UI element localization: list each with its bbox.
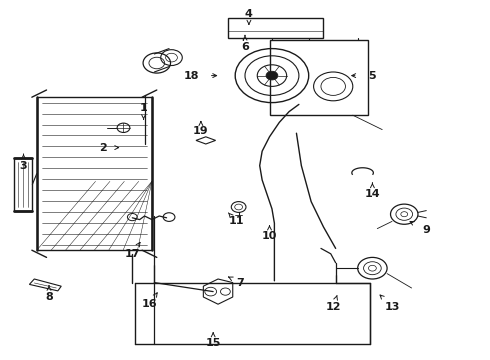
Text: 3: 3 — [20, 161, 27, 171]
Text: 2: 2 — [99, 143, 107, 153]
Text: 17: 17 — [124, 249, 140, 259]
Text: 13: 13 — [384, 302, 400, 312]
Text: 12: 12 — [325, 302, 341, 312]
Text: 15: 15 — [205, 338, 221, 348]
Text: 16: 16 — [142, 299, 157, 309]
Text: 10: 10 — [262, 231, 277, 241]
Text: 6: 6 — [241, 42, 249, 52]
Text: 11: 11 — [228, 216, 244, 226]
Text: 19: 19 — [193, 126, 209, 136]
Text: 5: 5 — [368, 71, 376, 81]
Text: 18: 18 — [183, 71, 199, 81]
Circle shape — [266, 71, 278, 80]
Text: 9: 9 — [422, 225, 430, 235]
Text: 7: 7 — [236, 278, 244, 288]
Text: 1: 1 — [140, 103, 147, 113]
Polygon shape — [14, 158, 32, 211]
Text: 8: 8 — [45, 292, 53, 302]
Text: 14: 14 — [365, 189, 380, 199]
Text: 4: 4 — [245, 9, 253, 19]
